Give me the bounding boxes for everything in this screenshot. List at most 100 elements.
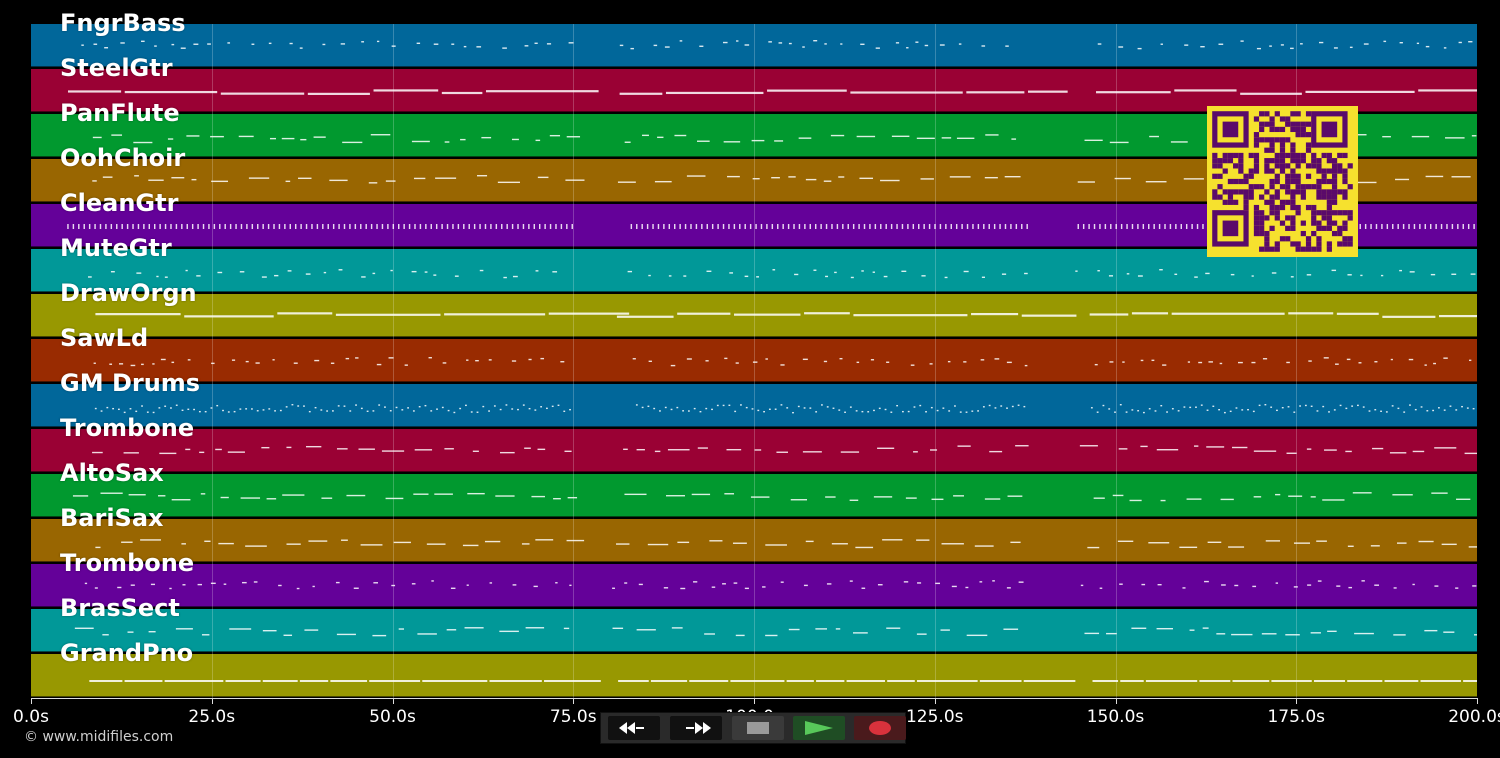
midi-note [468,224,470,229]
track-lane[interactable] [31,69,1477,112]
midi-note [778,42,783,44]
midi-note [1293,542,1310,544]
midi-note [467,492,485,495]
track-lane[interactable] [31,384,1477,427]
midi-note [354,224,357,229]
midi-note [564,450,572,453]
midi-note [1017,404,1020,406]
midi-note [874,224,877,229]
track-lane[interactable] [31,519,1477,562]
midi-note [665,91,764,95]
midi-note [300,138,307,141]
midi-note [1347,274,1352,276]
midi-note [693,407,696,410]
midi-note [376,363,382,366]
track-lane[interactable] [31,294,1477,337]
midi-note [971,410,974,412]
midi-note [954,405,956,407]
midi-note [1171,312,1285,315]
midi-note [424,404,427,407]
midi-note [274,274,279,277]
midi-note [919,404,922,407]
midi-note [648,360,652,362]
midi-note [361,41,365,43]
midi-note [646,224,649,229]
midi-note [877,584,883,586]
midi-note [1177,410,1180,412]
fast-forward-button[interactable] [670,716,722,740]
midi-note [224,224,226,229]
midi-note [537,448,546,451]
midi-note [920,178,934,180]
midi-note [94,407,97,410]
midi-note [1114,177,1131,180]
midi-note [1251,275,1254,277]
midi-note [824,43,827,45]
midi-note [381,450,405,452]
midi-note [1149,135,1159,138]
midi-note [798,137,812,139]
midi-note [361,276,366,278]
track-label: AltoSax [60,459,164,487]
midi-note [148,224,151,229]
midi-note [1430,273,1436,276]
record-button[interactable] [854,716,906,740]
play-button[interactable] [793,716,845,740]
midi-note [479,269,484,272]
midi-note [1431,492,1448,494]
track-lane[interactable] [31,564,1477,607]
midi-note [693,581,698,583]
midi-note [123,411,126,414]
midi-note [1358,362,1362,364]
midi-note [1270,406,1273,408]
midi-note [95,546,101,549]
midi-note [225,680,261,682]
midi-note [1240,92,1302,95]
time-tick-label: 175.0s [1267,707,1326,727]
track-lane[interactable] [31,24,1477,67]
midi-note [1474,634,1477,636]
midi-note [110,271,115,273]
midi-note [1333,409,1336,411]
midi-note [533,224,536,229]
midi-note [171,499,191,501]
track-lane[interactable] [31,609,1477,652]
midi-note [197,224,199,229]
midi-note [677,312,731,315]
midi-note [941,543,964,545]
midi-note [389,410,392,412]
midi-note [1024,364,1028,367]
midi-note [95,313,181,316]
track-lane[interactable] [31,654,1477,697]
midi-note [1206,446,1225,448]
midi-note [722,41,728,44]
rewind-button[interactable] [608,716,660,740]
stop-button[interactable] [732,716,784,740]
track-lane[interactable] [31,429,1477,472]
track-lane[interactable] [31,474,1477,517]
midi-note [815,628,828,630]
midi-note [825,224,828,229]
midi-note [823,180,832,182]
track-lane[interactable] [31,339,1477,382]
midi-note [1110,224,1112,229]
midi-note [120,42,125,44]
midi-note [187,359,191,361]
midi-note [1174,273,1178,276]
midi-note [296,587,300,590]
midi-note [663,224,665,229]
midi-note [94,224,96,229]
midi-note [482,405,485,408]
midi-note [1457,224,1459,229]
midi-note [1179,546,1198,549]
midi-note [493,405,496,407]
midi-note [1392,224,1394,229]
time-tick-label: 125.0s [905,707,964,727]
midi-note [1108,275,1114,277]
midi-note [1286,361,1290,364]
midi-note [1339,404,1342,407]
midi-note [1184,44,1189,46]
midi-note [1137,275,1143,277]
midi-note [1118,46,1124,48]
midi-note [884,408,887,411]
